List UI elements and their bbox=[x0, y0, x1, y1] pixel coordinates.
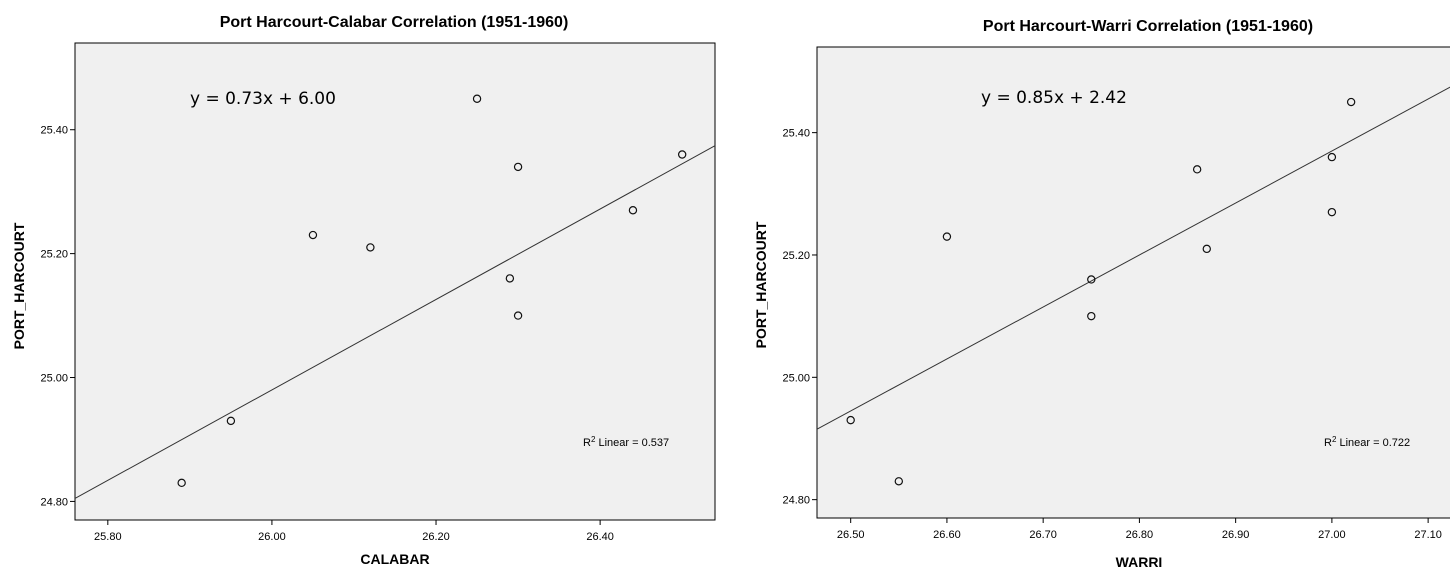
x-axis-title: CALABAR bbox=[360, 551, 429, 567]
data-point bbox=[308, 230, 318, 240]
y-axis-title: PORT_HARCOURT bbox=[11, 222, 27, 349]
regression-line bbox=[816, 86, 1450, 430]
data-point bbox=[1192, 165, 1202, 174]
data-point bbox=[1327, 152, 1337, 162]
r2-superscript: 2 bbox=[591, 435, 596, 444]
x-axis-title: WARRI bbox=[1116, 554, 1163, 570]
r2-superscript: 2 bbox=[1332, 435, 1337, 444]
y-axis-title: PORT_HARCOURT bbox=[753, 221, 769, 348]
regression-line bbox=[74, 145, 716, 499]
data-point bbox=[366, 243, 375, 252]
chart-title: Port Harcourt-Calabar Correlation (1951-… bbox=[220, 14, 569, 31]
x-tick-label: 26.00 bbox=[258, 531, 286, 543]
x-tick-label: 27.00 bbox=[1318, 529, 1346, 541]
x-tick-label: 26.70 bbox=[1029, 529, 1057, 541]
y-tick-label: 25.20 bbox=[40, 249, 68, 261]
plot-area bbox=[816, 46, 1450, 519]
r2-suffix: Linear = 0.537 bbox=[595, 437, 669, 449]
data-point bbox=[513, 311, 523, 320]
y-tick-label: 24.80 bbox=[782, 495, 810, 507]
y-axis-ticks: 24.80 25.00 25.20 25.40 bbox=[40, 125, 75, 508]
r2-prefix: R bbox=[583, 437, 591, 449]
warri-scatter-chart: Port Harcourt-Warri Correlation (1951-19… bbox=[753, 18, 1450, 570]
x-tick-label: 27.10 bbox=[1414, 529, 1442, 541]
x-tick-label: 26.50 bbox=[837, 529, 865, 541]
data-point bbox=[1087, 311, 1096, 321]
data-points bbox=[846, 97, 1356, 486]
data-point bbox=[677, 150, 687, 159]
y-tick-label: 25.00 bbox=[40, 373, 68, 385]
chart-title: Port Harcourt-Warri Correlation (1951-19… bbox=[983, 18, 1313, 35]
x-tick-label: 26.20 bbox=[422, 531, 450, 543]
y-tick-label: 25.20 bbox=[782, 250, 810, 262]
x-axis-ticks: 26.50 26.60 26.70 26.80 26.90 27.00 27.10 bbox=[837, 518, 1442, 541]
x-tick-label: 26.90 bbox=[1222, 529, 1250, 541]
x-tick-label: 26.60 bbox=[933, 529, 961, 541]
r-squared-label: R2 Linear = 0.722 bbox=[1324, 435, 1410, 449]
data-point bbox=[1327, 207, 1337, 217]
y-tick-label: 24.80 bbox=[40, 496, 68, 508]
data-point bbox=[226, 416, 236, 426]
x-tick-label: 26.40 bbox=[586, 531, 614, 543]
data-point bbox=[177, 478, 186, 488]
data-point bbox=[942, 232, 952, 241]
y-tick-label: 25.00 bbox=[782, 372, 810, 384]
data-point bbox=[846, 415, 855, 425]
calabar-scatter-chart: Port Harcourt-Calabar Correlation (1951-… bbox=[11, 14, 716, 567]
y-axis-ticks: 24.80 25.00 25.20 25.40 bbox=[782, 128, 817, 507]
data-point bbox=[513, 162, 523, 172]
data-point bbox=[894, 477, 904, 486]
data-points bbox=[177, 94, 687, 488]
y-tick-label: 25.40 bbox=[40, 125, 68, 137]
data-point bbox=[472, 94, 482, 103]
data-point bbox=[628, 206, 638, 215]
data-point bbox=[1202, 244, 1211, 254]
x-tick-label: 26.80 bbox=[1126, 529, 1154, 541]
x-tick-label: 25.80 bbox=[94, 531, 122, 543]
y-tick-label: 25.40 bbox=[782, 128, 810, 140]
x-axis-ticks: 25.80 26.00 26.20 26.40 bbox=[94, 520, 614, 543]
plot-area bbox=[74, 42, 716, 521]
regression-equation: y = 0.73x + 6.00 bbox=[190, 89, 336, 109]
data-point bbox=[505, 274, 515, 283]
r2-prefix: R bbox=[1324, 437, 1332, 449]
r2-suffix: Linear = 0.722 bbox=[1336, 437, 1410, 449]
data-point bbox=[1346, 97, 1356, 107]
r-squared-label: R2 Linear = 0.537 bbox=[583, 435, 669, 449]
regression-equation: y = 0.85x + 2.42 bbox=[981, 88, 1127, 108]
data-point bbox=[1087, 275, 1096, 284]
